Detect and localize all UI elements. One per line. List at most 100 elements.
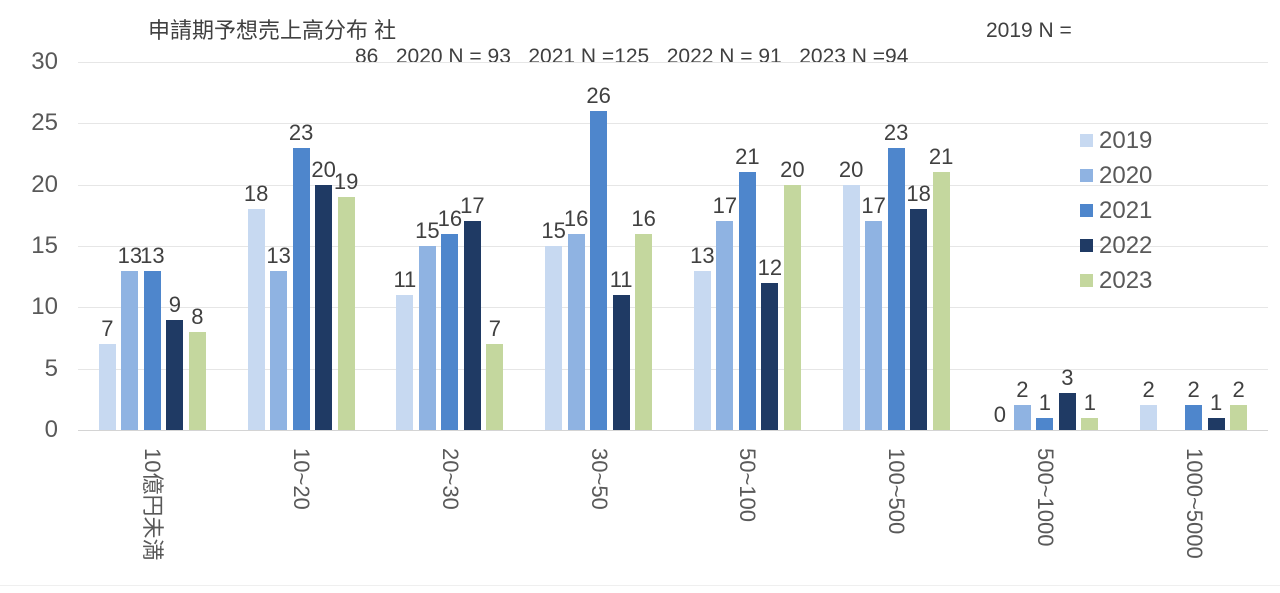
y-tick-label: 0 [44,416,58,443]
bar-2023-10~20 [337,197,355,430]
x-category-label: 10~20 [289,448,315,510]
bar-value-label: 15 [541,218,566,243]
bar-2019-20~30 [396,295,414,430]
bar-value-label: 2 [1232,377,1245,402]
legend-label-2023: 2023 [1099,266,1153,294]
bar-2019-100~500 [842,185,860,430]
bar-2019-30~50 [545,246,563,430]
bar-2020-10~20 [270,271,288,430]
bar-value-label: 23 [883,120,909,145]
bar-2022-10~20 [315,185,333,430]
legend-swatch-2023 [1080,274,1093,287]
y-tick-label: 20 [31,170,58,198]
bar-value-label: 20 [311,157,336,182]
bar-value-label: 16 [631,206,656,231]
x-category-label: 50~100 [735,448,761,523]
bar-2023-50~100 [783,185,801,430]
bar-value-label: 16 [563,206,589,231]
bar-value-label: 0 [993,402,1006,427]
bar-value-label: 7 [101,316,114,341]
bar-value-label: 20 [838,157,864,182]
bar-2023-30~50 [635,234,653,430]
gridline [78,184,1268,186]
y-tick-label: 25 [31,109,58,137]
x-axis-line [78,430,1268,431]
bar-value-label: 9 [168,292,181,317]
y-tick-label: 15 [31,232,58,259]
bar-value-label: 17 [460,193,485,218]
bar-2019-10億円未満 [98,344,116,430]
bar-value-label: 3 [1061,365,1074,390]
x-category-label: 10億円未満 [140,448,166,561]
bar-value-label: 1 [1210,390,1223,415]
plot-area: 7 18 11 15 13 20 0 2 13 13 15 16 17 17 2 13 23 16 26 21 23 1 2… [78,62,1268,431]
bar-value-label: 15 [415,218,440,243]
bar-value-label: 8 [191,304,204,329]
bar-2021-50~100 [738,172,756,430]
legend-item-2020: 2020 [1080,158,1152,193]
bar-2019-10~20 [247,209,265,430]
chart-bottom-border [0,585,1280,586]
bar-value-label: 2 [1142,377,1155,402]
bar-2023-20~30 [486,344,504,430]
bar-2023-500~1000 [1081,418,1099,430]
bar-value-label: 1 [1038,390,1051,415]
bar-2023-10億円未満 [188,332,206,430]
bar-2020-20~30 [418,246,436,430]
chart-title: 申請期予想売上高分布 社 [148,18,397,43]
bar-2021-10億円未満 [143,271,161,430]
bar-2022-50~100 [761,283,779,430]
gridline [78,62,1268,63]
bar-value-label: 17 [861,193,886,218]
bar-2021-20~30 [441,234,459,430]
gridline [78,307,1268,309]
bar-value-label: 17 [712,193,738,218]
legend-swatch-2020 [1080,169,1093,182]
bar-2022-500~1000 [1058,393,1076,430]
legend-label-2020: 2020 [1099,161,1153,189]
bar-value-label: 13 [117,243,143,268]
bar-value-label: 18 [243,181,269,206]
legend-item-2022: 2022 [1080,228,1152,263]
bar-value-label: 2 [1016,377,1029,402]
gridline [78,368,1268,370]
bar-2020-30~50 [567,234,585,430]
y-tick-label: 5 [44,354,58,382]
legend-item-2023: 2023 [1080,263,1152,298]
bar-value-label: 18 [906,181,931,206]
legend-swatch-2019 [1080,134,1093,147]
bar-value-label: 20 [780,157,805,182]
bar-2022-20~30 [463,221,481,430]
bar-2022-1000~5000 [1207,418,1225,430]
gridline [78,123,1268,125]
bar-value-label: 7 [488,316,501,341]
bar-2019-50~100 [693,271,711,430]
bar-2020-100~500 [865,221,883,430]
bar-2020-500~1000 [1013,405,1031,430]
bar-value-label: 23 [288,120,314,145]
chart-title-n-2019: 2019 N = [986,19,1072,42]
bar-value-label: 13 [690,243,715,268]
bar-2021-100~500 [887,148,905,430]
bar-value-label: 21 [928,144,954,169]
gridline [78,246,1268,247]
legend-label-2021: 2021 [1099,196,1153,224]
bar-2023-100~500 [932,172,950,430]
legend-label-2022: 2022 [1099,231,1153,259]
bar-value-label: 26 [586,83,611,108]
legend-item-2021: 2021 [1080,193,1152,228]
legend-swatch-2021 [1080,204,1093,217]
bar-value-label: 2 [1187,377,1200,402]
x-category-label: 100~500 [884,448,910,535]
bar-value-label: 13 [266,243,291,268]
y-tick-label: 10 [31,293,58,321]
x-category-label: 20~30 [437,448,463,510]
bar-value-label: 11 [393,267,417,292]
bar-value-label: 19 [333,169,359,194]
bar-2021-30~50 [590,111,608,430]
bar-value-label: 11 [609,267,633,292]
bar-2019-1000~5000 [1140,405,1158,430]
bar-2022-30~50 [612,295,630,430]
bar-2023-1000~5000 [1230,405,1248,430]
bar-value-label: 1 [1083,390,1096,415]
